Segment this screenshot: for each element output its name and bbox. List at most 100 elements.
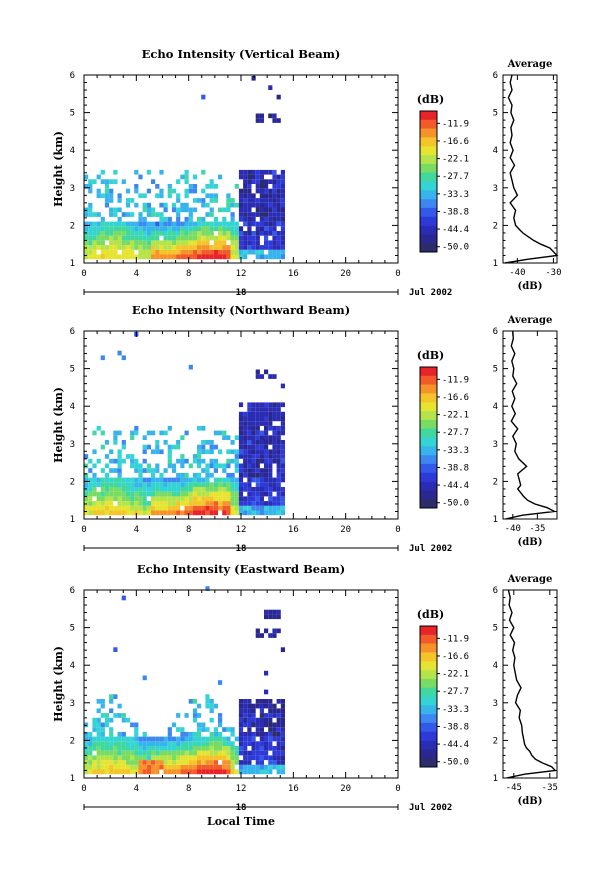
heatmap-cell bbox=[171, 769, 177, 775]
heatmap-cell bbox=[209, 505, 214, 511]
heatmap-cell bbox=[209, 764, 214, 770]
heatmap-cell bbox=[134, 501, 139, 506]
heatmap-cell bbox=[247, 184, 252, 189]
profile-x-tick-label: -45 bbox=[506, 783, 522, 793]
heatmap-cell bbox=[100, 755, 105, 761]
heatmap-cell bbox=[142, 477, 147, 483]
heatmap-cell bbox=[109, 193, 114, 199]
heatmap-cell bbox=[238, 444, 244, 450]
heatmap-cell bbox=[104, 722, 110, 728]
heatmap-cell bbox=[201, 245, 206, 250]
colorbar-swatch bbox=[420, 714, 437, 724]
heatmap-cell bbox=[121, 731, 126, 737]
heatmap-cell bbox=[201, 736, 206, 742]
heatmap-cell bbox=[151, 501, 156, 506]
heatmap-cell bbox=[226, 207, 231, 213]
heatmap-cell bbox=[255, 764, 260, 770]
heatmap-cell bbox=[268, 482, 273, 487]
x-tick-label: 0 bbox=[395, 525, 400, 535]
heatmap-cell bbox=[201, 254, 206, 260]
heatmap-cell bbox=[146, 736, 151, 742]
heatmap-cell bbox=[222, 235, 227, 241]
heatmap-cell bbox=[209, 212, 214, 217]
heatmap-cell bbox=[167, 741, 172, 746]
heatmap-cell bbox=[100, 491, 105, 497]
heatmap-cell bbox=[243, 245, 248, 250]
heatmap-cell bbox=[209, 491, 214, 497]
heatmap-cell bbox=[280, 174, 285, 180]
profile-y-tick-label: 1 bbox=[493, 515, 498, 525]
heatmap-cell bbox=[213, 736, 218, 742]
heatmap-cell bbox=[151, 449, 156, 455]
heatmap-cell bbox=[264, 736, 269, 742]
heatmap-cell bbox=[247, 440, 252, 445]
heatmap-cell bbox=[188, 245, 193, 250]
heatmap-cell bbox=[171, 444, 177, 450]
heatmap-cell bbox=[280, 764, 285, 770]
heatmap-cell bbox=[125, 736, 131, 742]
heatmap-cell bbox=[280, 231, 285, 236]
heatmap-cell bbox=[84, 254, 89, 260]
heatmap-cell bbox=[184, 769, 189, 775]
heatmap-cell bbox=[88, 505, 93, 511]
heatmap-cell bbox=[176, 444, 181, 450]
heatmap-cell bbox=[222, 435, 227, 440]
heatmap-cell bbox=[280, 425, 285, 431]
heatmap-cell bbox=[197, 510, 202, 516]
heatmap-cell bbox=[197, 736, 202, 742]
heatmap-cell bbox=[192, 477, 198, 483]
heatmap-cell bbox=[100, 769, 105, 775]
heatmap-cell bbox=[176, 505, 181, 511]
heatmap-cell bbox=[151, 755, 156, 761]
heatmap-cell bbox=[255, 207, 260, 213]
colorbar-swatch bbox=[420, 722, 437, 732]
heatmap-cell bbox=[205, 449, 210, 455]
heatmap-cell bbox=[192, 240, 198, 246]
heatmap-cell bbox=[238, 454, 244, 459]
heatmap-cell bbox=[276, 449, 281, 455]
heatmap-cell bbox=[205, 221, 210, 227]
heatmap-cell bbox=[130, 769, 135, 775]
heatmap-cell bbox=[197, 226, 202, 231]
heatmap-cell bbox=[213, 487, 218, 492]
heatmap-cell bbox=[180, 736, 185, 742]
heatmap-cell bbox=[167, 482, 172, 487]
heatmap-cell bbox=[146, 501, 151, 506]
heatmap-cell bbox=[155, 487, 160, 492]
heatmap-cell bbox=[251, 231, 256, 236]
heatmap-cell bbox=[234, 245, 239, 250]
heatmap-cell bbox=[159, 746, 164, 751]
heatmap-cell bbox=[184, 760, 189, 765]
heatmap-cell bbox=[238, 477, 244, 483]
heatmap-cell bbox=[184, 169, 189, 175]
heatmap-cell bbox=[109, 764, 114, 770]
heatmap-cell bbox=[234, 249, 239, 255]
heatmap-cell bbox=[197, 496, 202, 502]
heatmap-cell bbox=[192, 708, 198, 714]
heatmap-cell bbox=[134, 184, 139, 189]
heatmap-cell bbox=[280, 750, 285, 756]
heatmap-cell bbox=[88, 179, 93, 184]
heatmap-cell bbox=[226, 750, 231, 756]
colorbar-tick-label: -38.8 bbox=[442, 463, 469, 473]
heatmap-cell bbox=[259, 764, 264, 770]
heatmap-cell bbox=[213, 477, 218, 483]
heatmap-cell bbox=[247, 212, 252, 217]
heatmap-cell bbox=[188, 505, 193, 511]
heatmap-cell bbox=[159, 449, 164, 455]
heatmap-cell bbox=[184, 188, 189, 194]
heatmap-cell bbox=[268, 699, 273, 704]
heatmap-cell bbox=[201, 741, 206, 746]
heatmap-cell bbox=[230, 440, 235, 445]
heatmap-cell bbox=[238, 216, 244, 222]
heatmap-cell bbox=[280, 708, 285, 714]
heatmap-cell bbox=[192, 736, 198, 742]
heatmap-cell bbox=[251, 169, 256, 175]
heatmap-cell bbox=[230, 731, 235, 737]
heatmap-cell bbox=[134, 741, 139, 746]
heatmap-cell bbox=[222, 496, 227, 502]
heatmap-cell bbox=[243, 736, 248, 742]
colorbar-swatch bbox=[420, 207, 437, 217]
heatmap-cell bbox=[280, 477, 285, 483]
heatmap-cell bbox=[268, 169, 273, 175]
